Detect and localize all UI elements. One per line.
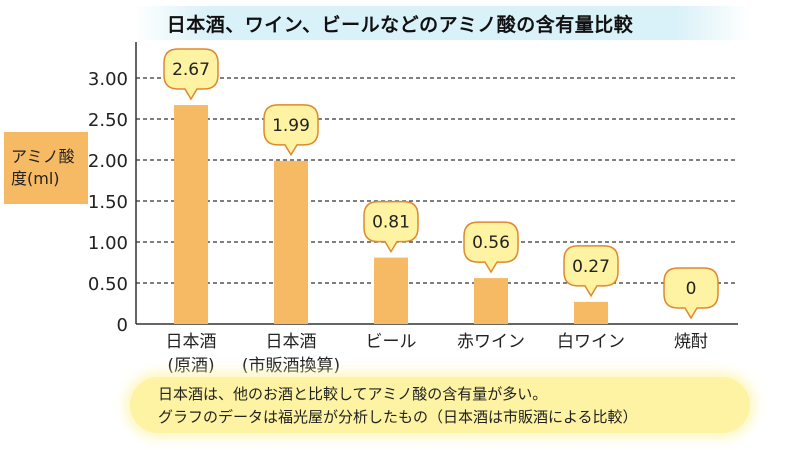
y-axis-label-box: アミノ酸度(ml) bbox=[4, 132, 88, 204]
y-tick-label: 2.50 bbox=[88, 110, 128, 131]
chart-title: 日本酒、ワイン、ビールなどのアミノ酸の含有量比較 bbox=[166, 14, 634, 36]
data-label-callout bbox=[563, 245, 619, 298]
x-tick-label: 日本酒 bbox=[266, 332, 317, 352]
y-tick-label: 0.50 bbox=[88, 274, 128, 295]
data-label-callout bbox=[163, 48, 219, 101]
data-label-callout bbox=[263, 104, 319, 157]
bar bbox=[474, 278, 508, 324]
data-label-callout bbox=[363, 200, 419, 254]
y-tick-label: 2.00 bbox=[88, 151, 128, 172]
data-label: 0.56 bbox=[472, 233, 510, 253]
bar bbox=[174, 105, 208, 324]
data-label: 0.81 bbox=[372, 213, 410, 233]
data-label-callout bbox=[463, 221, 519, 274]
data-label: 0 bbox=[686, 279, 697, 299]
x-tick-label: 焼酎 bbox=[674, 332, 708, 352]
caption-line-1: 日本酒は、他のお酒と比較してアミノ酸の含有量が多い。 bbox=[158, 385, 548, 403]
y-tick-label: 1.50 bbox=[88, 192, 128, 213]
x-tick-label: 日本酒 bbox=[166, 332, 217, 352]
x-tick-label: 赤ワイン bbox=[457, 332, 525, 352]
data-label-callout bbox=[663, 267, 719, 320]
data-label: 1.99 bbox=[272, 116, 310, 136]
y-tick-label: 3.00 bbox=[88, 69, 128, 90]
x-tick-label: (原酒) bbox=[167, 356, 214, 376]
caption-line-2: グラフのデータは福光屋が分析したもの（日本酒は市販酒による比較） bbox=[158, 408, 638, 426]
x-tick-label: 白ワイン bbox=[557, 332, 625, 352]
caption-box: 日本酒は、他のお酒と比較してアミノ酸の含有量が多い。 グラフのデータは福光屋が分… bbox=[130, 377, 750, 433]
x-tick-label: ビール bbox=[366, 332, 417, 352]
bar bbox=[374, 257, 408, 324]
x-tick-label: (市販酒換算) bbox=[242, 356, 340, 376]
y-axis-label: アミノ酸度(ml) bbox=[11, 147, 75, 188]
data-label: 2.67 bbox=[172, 60, 210, 80]
bar bbox=[574, 301, 608, 324]
bar bbox=[274, 160, 308, 324]
y-tick-label: 1.00 bbox=[88, 233, 128, 254]
y-tick-label: 0 bbox=[117, 315, 128, 336]
title-background bbox=[135, 6, 750, 40]
data-label: 0.27 bbox=[572, 257, 610, 277]
